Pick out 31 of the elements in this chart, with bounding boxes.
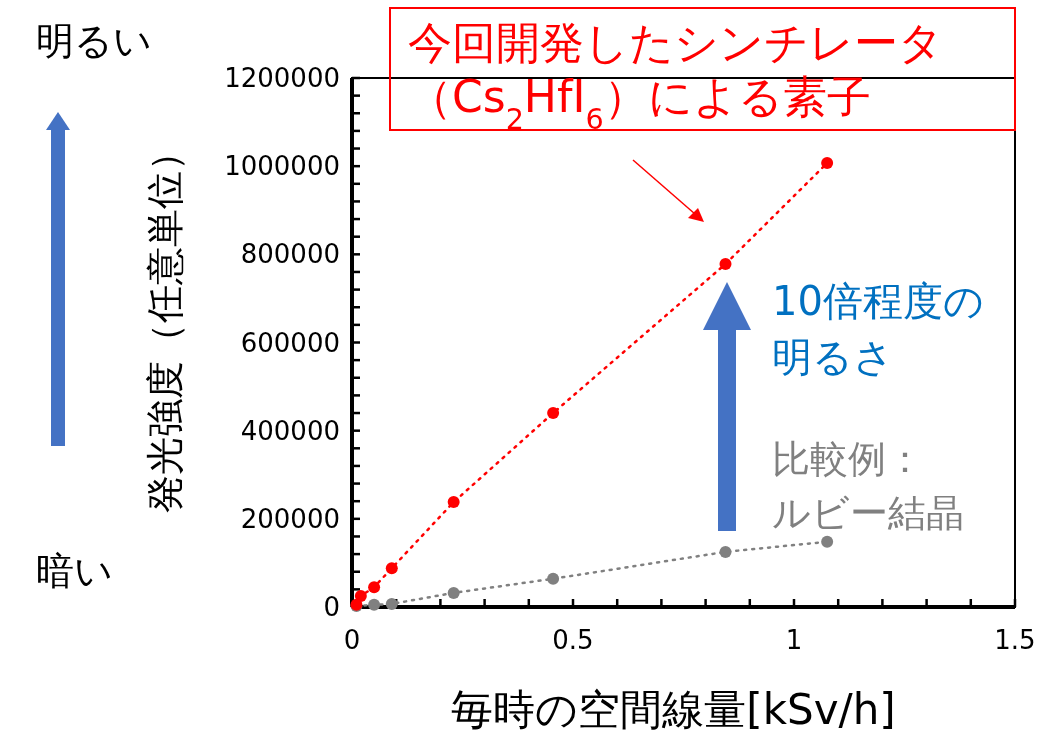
- point: [385, 597, 398, 610]
- y-tick-label: 800000: [240, 239, 340, 270]
- y-tick-label: 200000: [240, 503, 340, 534]
- x-axis-title: 毎時の空間線量[kSv/h]: [451, 685, 896, 734]
- text: 暗い: [36, 549, 113, 593]
- point: [368, 598, 381, 611]
- y-tick-label: 1200000: [224, 63, 340, 93]
- point: [447, 496, 460, 509]
- point: [719, 258, 732, 271]
- x-tick-label: 0.5: [552, 625, 594, 655]
- point: [447, 586, 460, 599]
- x-tick-label: 1.5: [994, 625, 1036, 655]
- annotation: 10倍程度の明るさ: [772, 278, 984, 380]
- point: [354, 589, 367, 602]
- point: [368, 581, 381, 594]
- y-tick-label: 400000: [240, 415, 340, 446]
- x-tick-label: 1: [785, 625, 803, 655]
- point: [821, 535, 834, 548]
- series-label: 比較例：ルビー結晶: [772, 437, 964, 535]
- y-tick-label: 600000: [240, 327, 340, 358]
- point: [719, 545, 732, 558]
- point: [547, 407, 560, 420]
- y-tick-label: 1000000: [224, 151, 340, 182]
- text: 今回開発したシンチレータ（Cs$_{2}$HfI$_{6}$）による素子: [408, 17, 943, 136]
- point: [821, 157, 834, 170]
- y-axis-title: 発光強度（任意単位）: [143, 132, 187, 513]
- point: [547, 572, 560, 585]
- point: [385, 562, 398, 575]
- y-tick-label: 0: [323, 592, 340, 622]
- text: 明るい: [36, 19, 152, 63]
- x-tick-label: 0: [343, 625, 361, 655]
